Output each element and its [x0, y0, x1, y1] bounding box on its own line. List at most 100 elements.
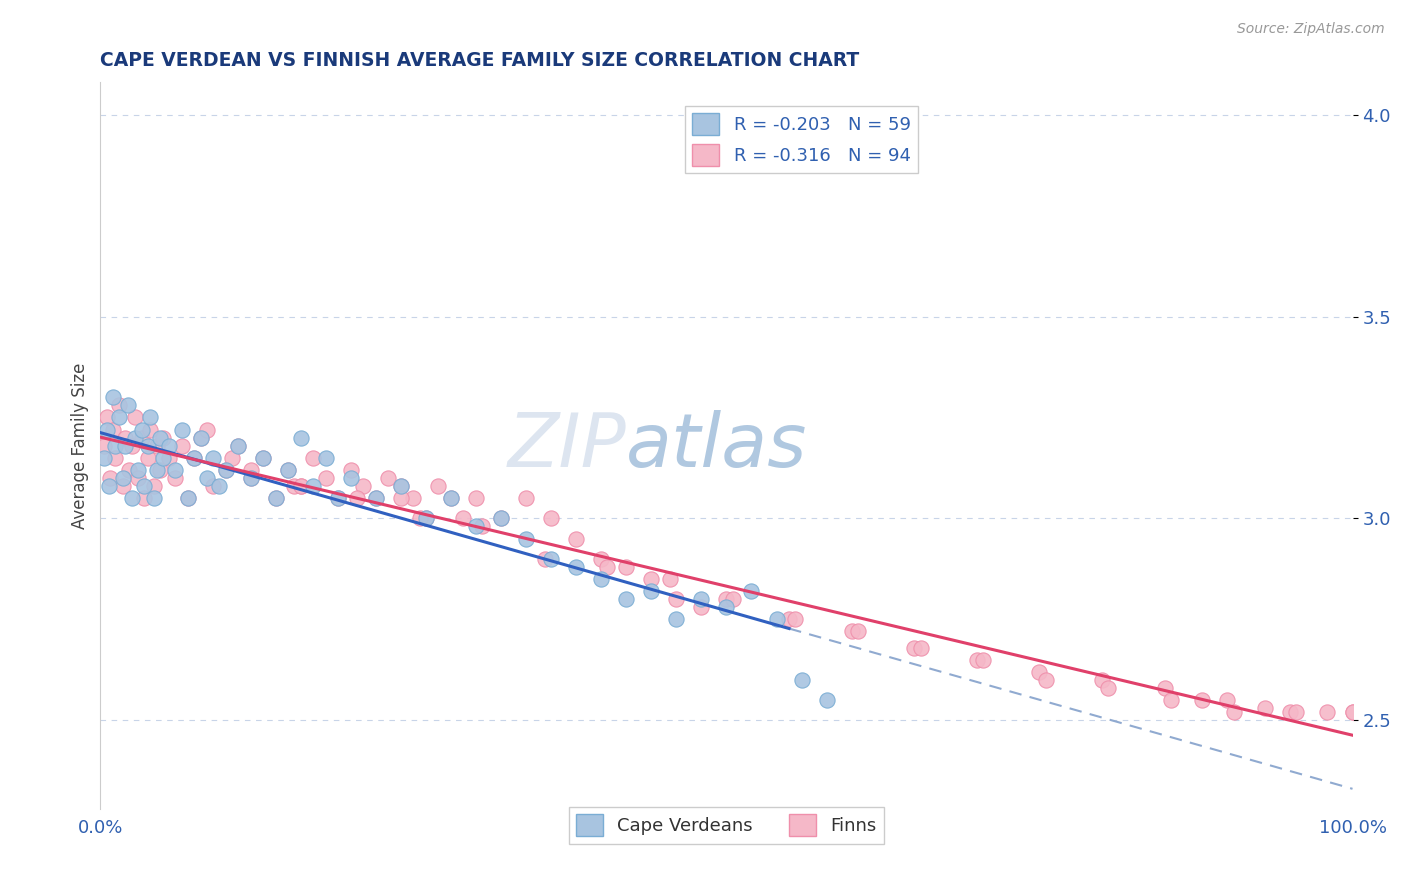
Point: [690, 600, 713, 615]
Point: [328, 491, 350, 506]
Point: [277, 463, 299, 477]
Point: [136, 450, 159, 465]
Point: [565, 560, 588, 574]
Point: [190, 431, 212, 445]
Point: [134, 491, 156, 506]
Point: [596, 560, 619, 574]
Point: [966, 653, 988, 667]
Point: [149, 431, 172, 445]
Point: [465, 519, 488, 533]
Point: [1160, 693, 1182, 707]
Point: [145, 463, 167, 477]
Point: [152, 450, 174, 465]
Point: [202, 450, 225, 465]
Point: [152, 431, 174, 445]
Y-axis label: Average Family Size: Average Family Size: [72, 362, 89, 529]
Point: [408, 511, 430, 525]
Point: [903, 640, 925, 655]
Point: [239, 471, 262, 485]
Point: [108, 398, 131, 412]
Point: [252, 450, 274, 465]
Point: [1222, 705, 1244, 719]
Point: [290, 479, 312, 493]
Point: [1285, 705, 1308, 719]
Point: [127, 463, 149, 477]
Point: [202, 479, 225, 493]
Point: [290, 479, 312, 493]
Point: [415, 511, 437, 525]
Point: [1216, 693, 1239, 707]
Point: [1278, 705, 1301, 719]
Point: [283, 479, 305, 493]
Point: [364, 491, 387, 506]
Point: [740, 584, 762, 599]
Point: [111, 471, 134, 485]
Point: [118, 463, 141, 477]
Point: [440, 491, 463, 506]
Point: [515, 491, 537, 506]
Point: [117, 398, 139, 412]
Point: [910, 640, 932, 655]
Point: [315, 471, 337, 485]
Point: [540, 511, 562, 525]
Point: [111, 479, 134, 493]
Point: [149, 463, 172, 477]
Point: [226, 439, 249, 453]
Point: [101, 390, 124, 404]
Point: [177, 491, 200, 506]
Point: [108, 410, 131, 425]
Point: [1035, 673, 1057, 687]
Point: [1091, 673, 1114, 687]
Point: [315, 450, 337, 465]
Point: [389, 479, 412, 493]
Point: [614, 560, 637, 574]
Point: [790, 673, 813, 687]
Point: [195, 471, 218, 485]
Point: [277, 463, 299, 477]
Point: [453, 511, 475, 525]
Point: [214, 463, 236, 477]
Point: [364, 491, 387, 506]
Point: [1341, 705, 1364, 719]
Point: [346, 491, 368, 506]
Point: [96, 423, 118, 437]
Point: [665, 612, 688, 626]
Text: ZIP: ZIP: [508, 409, 626, 482]
Point: [1153, 681, 1175, 695]
Point: [183, 450, 205, 465]
Point: [377, 471, 399, 485]
Point: [690, 592, 713, 607]
Point: [1316, 705, 1339, 719]
Point: [1097, 681, 1119, 695]
Point: [1028, 665, 1050, 679]
Point: [716, 600, 738, 615]
Text: atlas: atlas: [626, 409, 807, 482]
Point: [489, 511, 512, 525]
Point: [221, 450, 243, 465]
Point: [264, 491, 287, 506]
Point: [489, 511, 512, 525]
Point: [104, 439, 127, 453]
Point: [352, 479, 374, 493]
Point: [93, 439, 115, 453]
Point: [721, 592, 744, 607]
Point: [515, 532, 537, 546]
Point: [1191, 693, 1213, 707]
Point: [302, 450, 325, 465]
Point: [534, 551, 557, 566]
Point: [415, 511, 437, 525]
Point: [93, 450, 115, 465]
Point: [131, 431, 153, 445]
Point: [226, 439, 249, 453]
Point: [190, 431, 212, 445]
Point: [239, 463, 262, 477]
Point: [565, 532, 588, 546]
Point: [143, 479, 166, 493]
Point: [139, 423, 162, 437]
Point: [302, 479, 325, 493]
Point: [785, 612, 807, 626]
Point: [157, 450, 180, 465]
Point: [114, 431, 136, 445]
Point: [591, 551, 613, 566]
Text: Source: ZipAtlas.com: Source: ZipAtlas.com: [1237, 22, 1385, 37]
